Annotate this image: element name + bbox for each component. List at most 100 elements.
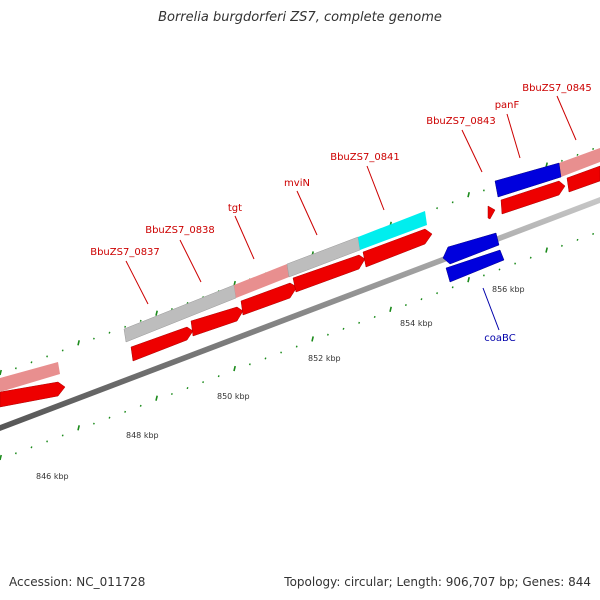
label-leader [234, 215, 255, 260]
gene-label: BbuZS7_0837 [90, 247, 160, 258]
tick-mark [139, 319, 142, 322]
gene-bar [559, 148, 600, 177]
tick-mark [46, 440, 49, 443]
tick-mark [373, 315, 376, 318]
cds-arrow [362, 228, 433, 268]
tick-mark [139, 404, 142, 407]
gene-bar [234, 264, 289, 298]
gene-label: tgt [228, 203, 242, 214]
label-leader [506, 113, 521, 159]
tick-mark [155, 310, 158, 316]
tick-mark [451, 201, 454, 204]
tick-mark [482, 274, 485, 277]
tick-mark [108, 416, 111, 419]
cds-arrow [292, 254, 366, 293]
tick-mark [92, 337, 95, 340]
tick-mark [280, 351, 283, 354]
tick-mark [124, 410, 127, 413]
label-leader [461, 129, 483, 173]
tick-mark [451, 286, 454, 289]
cds-arrow [566, 165, 600, 193]
cds-arrow [445, 249, 505, 283]
scale-label: 846 kbp [36, 472, 69, 481]
gene-label: BbuZS7_0838 [145, 225, 215, 236]
tick-mark [30, 446, 33, 449]
label-leader [296, 190, 318, 236]
tick-mark [77, 340, 80, 346]
cds-arrow [487, 205, 496, 220]
tick-mark [342, 327, 345, 330]
tick-mark [560, 244, 563, 247]
tick-mark [592, 232, 595, 235]
tick-mark [326, 333, 329, 336]
cds-arrow [494, 162, 562, 198]
tick-mark [46, 355, 49, 358]
tick-mark [77, 425, 80, 431]
gene-bar [358, 211, 427, 250]
tick-mark [0, 454, 2, 461]
tick-mark [498, 268, 501, 271]
label-leader [556, 95, 577, 141]
reverse-cds-track [442, 162, 562, 283]
tick-mark [545, 247, 548, 253]
label-leader [366, 165, 385, 211]
cds-arrow [500, 180, 566, 215]
tick-mark [576, 153, 579, 156]
scale-labels: 846 kbp 848 kbp 850 kbp 852 kbp 854 kbp … [36, 285, 525, 481]
tick-mark [264, 357, 267, 360]
tick-mark [248, 363, 251, 366]
tick-mark [592, 147, 595, 150]
tick-mark [217, 375, 220, 378]
tick-mark [482, 189, 485, 192]
genome-summary-text: Topology: circular; Length: 906,707 bp; … [284, 575, 591, 589]
tick-mark [436, 207, 439, 210]
tick-mark [420, 298, 423, 301]
tick-mark [108, 331, 111, 334]
tick-mark [202, 381, 205, 384]
map-title: Borrelia burgdorferi ZS7, complete genom… [158, 10, 442, 25]
cds-arrow [190, 306, 244, 337]
gene-label: mviN [284, 178, 310, 189]
gene-label: BbuZS7_0843 [426, 116, 496, 127]
cds-arrow [442, 232, 500, 265]
scale-label: 850 kbp [217, 392, 250, 401]
scale-label: 852 kbp [308, 354, 341, 363]
gene-track [0, 148, 600, 392]
tick-mark [295, 345, 298, 348]
tick-mark [14, 367, 17, 370]
gene-label: coaBC [484, 333, 515, 344]
tick-mark [467, 276, 470, 283]
label-leaders [125, 95, 577, 331]
scale-label: 848 kbp [126, 431, 159, 440]
tick-mark [61, 434, 64, 437]
tick-mark [311, 336, 314, 342]
tick-mark [233, 365, 236, 372]
tick-mark [186, 387, 189, 390]
tick-mark [560, 159, 563, 162]
tick-mark [0, 369, 2, 376]
tick-mark [389, 306, 392, 312]
genome-backbone [0, 197, 600, 431]
tick-mark [514, 262, 517, 265]
gene-label: BbuZS7_0841 [330, 152, 400, 163]
cds-arrow [240, 282, 298, 316]
tick-mark [14, 452, 17, 455]
scale-label: 854 kbp [400, 319, 433, 328]
tick-mark [170, 307, 173, 311]
label-leader [125, 260, 149, 305]
tick-mark [92, 422, 95, 425]
cds-arrow [130, 326, 194, 362]
scale-label: 856 kbp [492, 285, 525, 294]
tick-mark [576, 238, 579, 241]
tick-mark [124, 325, 127, 328]
tick-mark [30, 361, 33, 364]
tick-mark [155, 395, 158, 401]
gene-bar [0, 362, 60, 392]
label-leader [482, 287, 500, 331]
tick-mark [358, 321, 361, 324]
tick-mark [404, 304, 407, 307]
gene-label: panF [495, 100, 520, 111]
gene-label: BbuZS7_0845 [522, 83, 592, 94]
